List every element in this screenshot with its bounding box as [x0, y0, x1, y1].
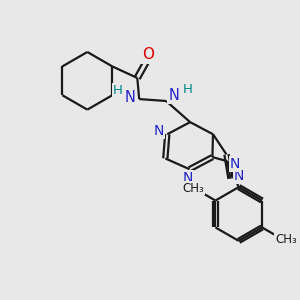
Text: CH₃: CH₃	[275, 233, 297, 246]
Text: N: N	[234, 169, 244, 183]
Text: CH₃: CH₃	[182, 182, 204, 195]
Text: N: N	[230, 157, 240, 171]
Text: H: H	[113, 84, 123, 97]
Text: O: O	[142, 47, 154, 62]
Text: N: N	[168, 88, 179, 103]
Text: N: N	[182, 171, 193, 185]
Text: N: N	[125, 90, 136, 105]
Text: H: H	[182, 83, 192, 96]
Text: N: N	[153, 124, 164, 138]
